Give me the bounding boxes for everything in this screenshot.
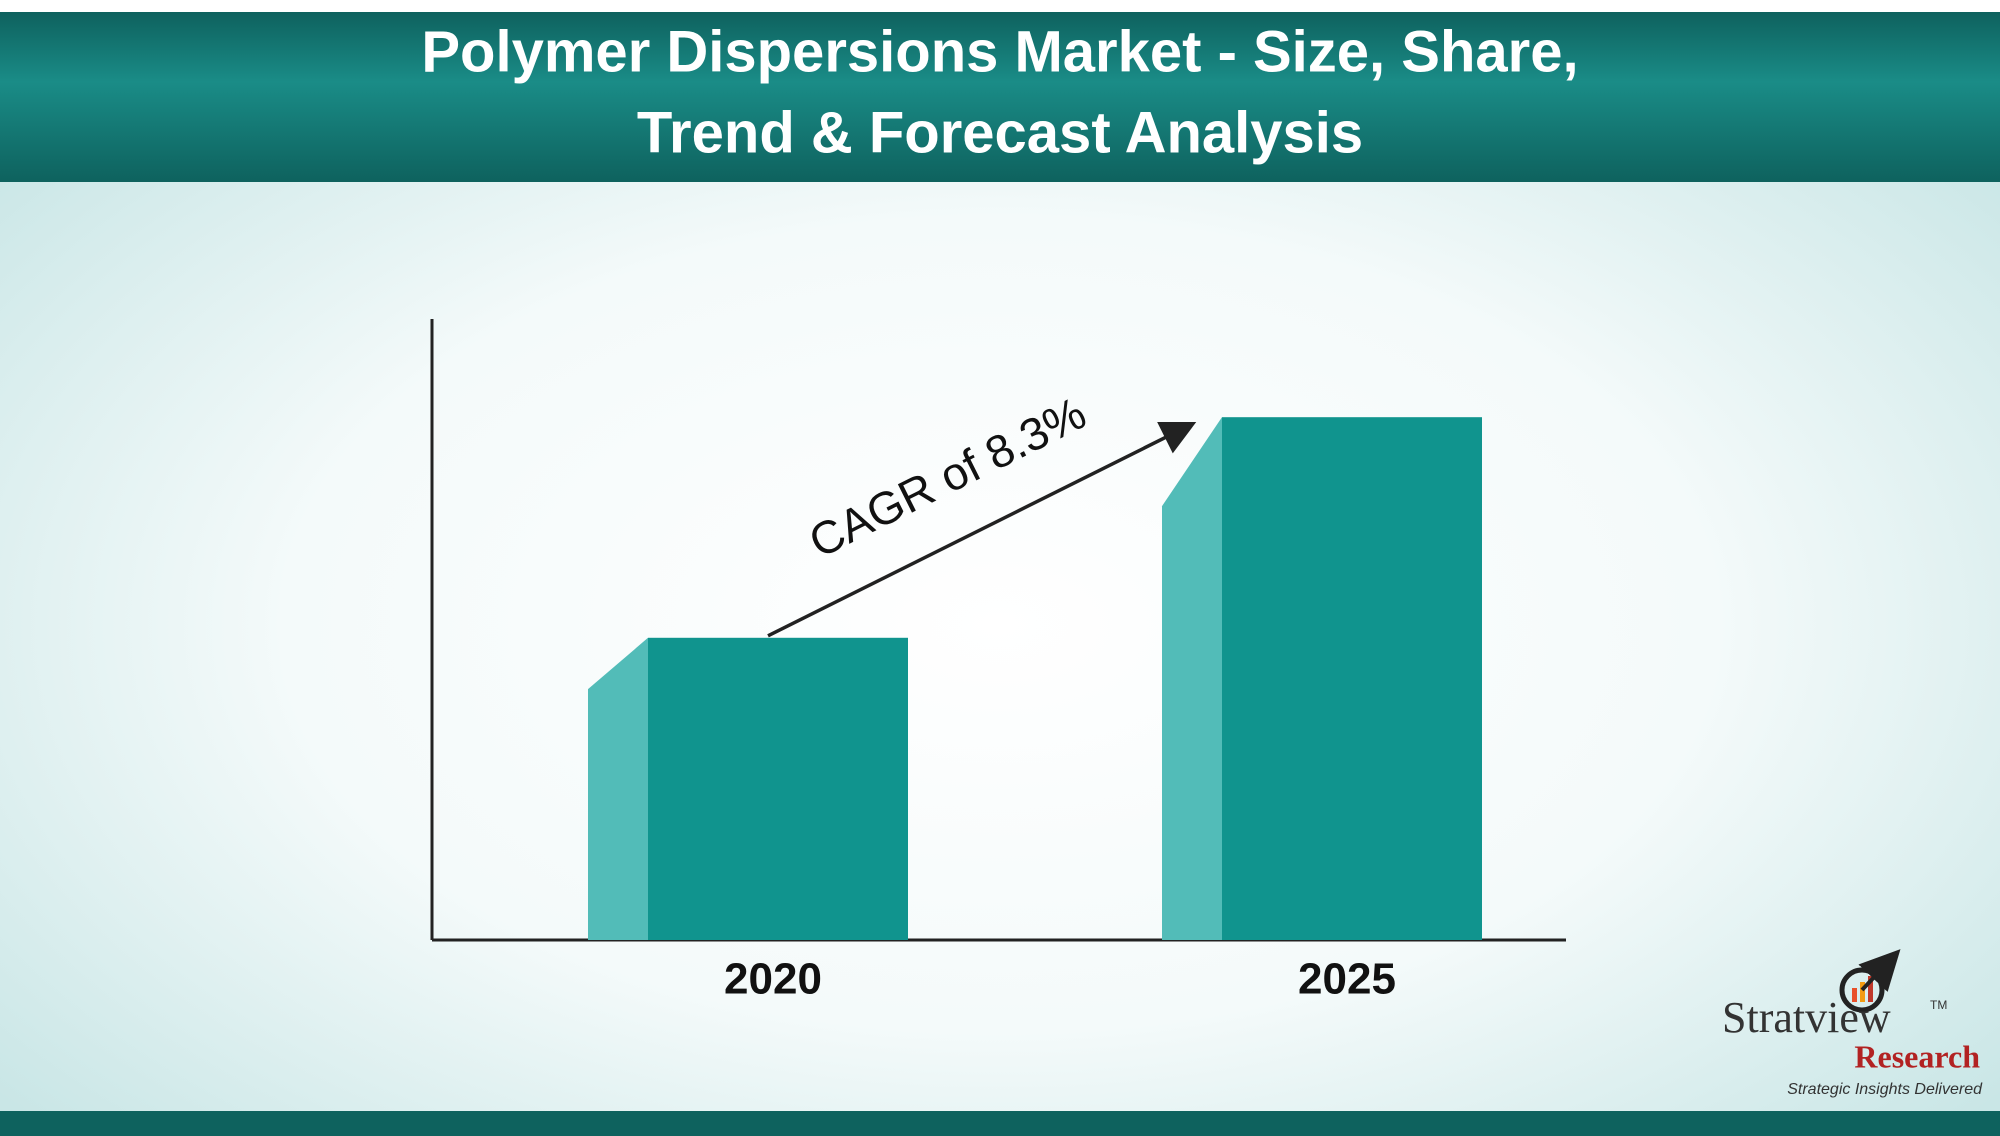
bar (1222, 417, 1482, 940)
bar-side (1162, 417, 1222, 940)
footer-band (0, 1111, 2000, 1136)
x-tick-label: 2025 (1298, 955, 1396, 1004)
header-top-strip (0, 0, 2000, 12)
bar-side (588, 637, 648, 940)
title-line: Polymer Dispersions Market - Size, Share… (421, 19, 1578, 84)
logo-trademark: TM (1930, 998, 1947, 1012)
logo-subname: Research (1854, 1038, 1980, 1074)
logo-name: Stratview (1722, 993, 1891, 1042)
cagr-arrow (767, 422, 1197, 638)
logo: Stratview TM Research Strategic Insights… (1722, 949, 1983, 1098)
x-tick-label: 2020 (724, 955, 822, 1004)
header-band (0, 0, 2000, 182)
bar (648, 637, 908, 940)
title-line: Trend & Forecast Analysis (637, 100, 1363, 165)
logo-tagline: Strategic Insights Delivered (1787, 1081, 1983, 1098)
logo-arrow (1858, 949, 1901, 993)
logo-icon-bar (1852, 988, 1857, 1002)
